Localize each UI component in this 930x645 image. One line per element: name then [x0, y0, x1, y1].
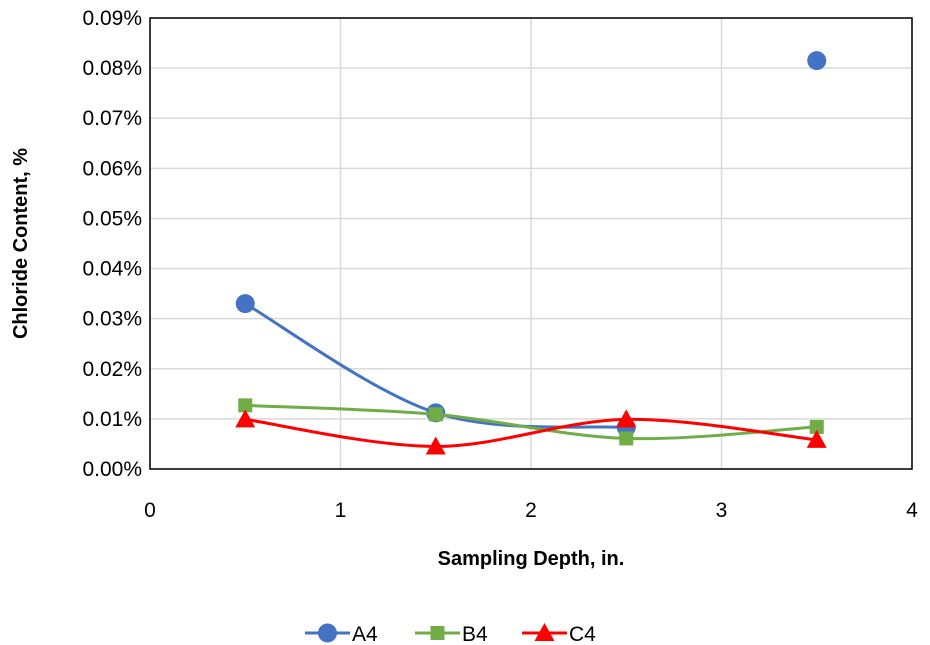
legend-marker: [430, 626, 445, 640]
y-tick-label: 0.03%: [82, 308, 142, 331]
series-line-B4: [245, 403, 817, 441]
y-tick-label: 0.01%: [82, 408, 142, 431]
data-point-A4: [235, 294, 255, 314]
legend: A4 B4 C4: [305, 623, 596, 645]
data-point-C4: [616, 409, 637, 428]
y-tick-label: 0.08%: [82, 57, 142, 80]
y-tick-label: 0.02%: [82, 358, 142, 381]
y-tick-label: 0.05%: [82, 207, 142, 230]
data-point-B4: [619, 431, 634, 446]
series-C4: [235, 409, 827, 455]
series-line-C4: [245, 417, 817, 448]
data-point-A4: [807, 51, 827, 71]
legend-item-B4: B4: [415, 623, 488, 645]
legend-label: B4: [462, 623, 488, 645]
y-axis-title: Chloride Content, %: [10, 148, 32, 339]
plot-area-border: [149, 17, 913, 470]
x-tick-label: 2: [525, 499, 537, 522]
legend-item-A4: A4: [305, 623, 378, 645]
data-point-C4: [425, 436, 446, 455]
legend-marker: [318, 623, 337, 643]
legend-item-C4: C4: [522, 623, 596, 645]
x-tick-label: 0: [144, 499, 156, 522]
data-point-B4: [428, 407, 443, 422]
grid: [149, 17, 913, 470]
y-tick-label: 0.06%: [82, 157, 142, 180]
y-tick-label: 0.07%: [82, 107, 142, 130]
legend-label: C4: [569, 623, 596, 645]
data-point-B4: [809, 419, 824, 434]
x-tick-label: 3: [716, 499, 728, 522]
x-axis-title: Sampling Depth, in.: [438, 548, 625, 570]
tick-labels: 0.00% 0.01% 0.02% 0.03% 0.04% 0.05% 0.06% 0.07%…: [82, 7, 918, 522]
x-tick-label: 4: [906, 499, 918, 522]
data-point-B4: [238, 398, 253, 413]
y-tick-label: 0.00%: [82, 458, 142, 481]
y-tick-label: 0.09%: [82, 7, 142, 30]
series-layer: [235, 51, 827, 455]
series-B4: [238, 398, 824, 446]
legend-marker: [534, 623, 555, 641]
y-tick-label: 0.04%: [82, 258, 142, 281]
x-tick-label: 1: [335, 499, 347, 522]
data-point-C4: [806, 429, 827, 448]
legend-label: A4: [352, 623, 378, 645]
data-point-C4: [235, 409, 256, 428]
